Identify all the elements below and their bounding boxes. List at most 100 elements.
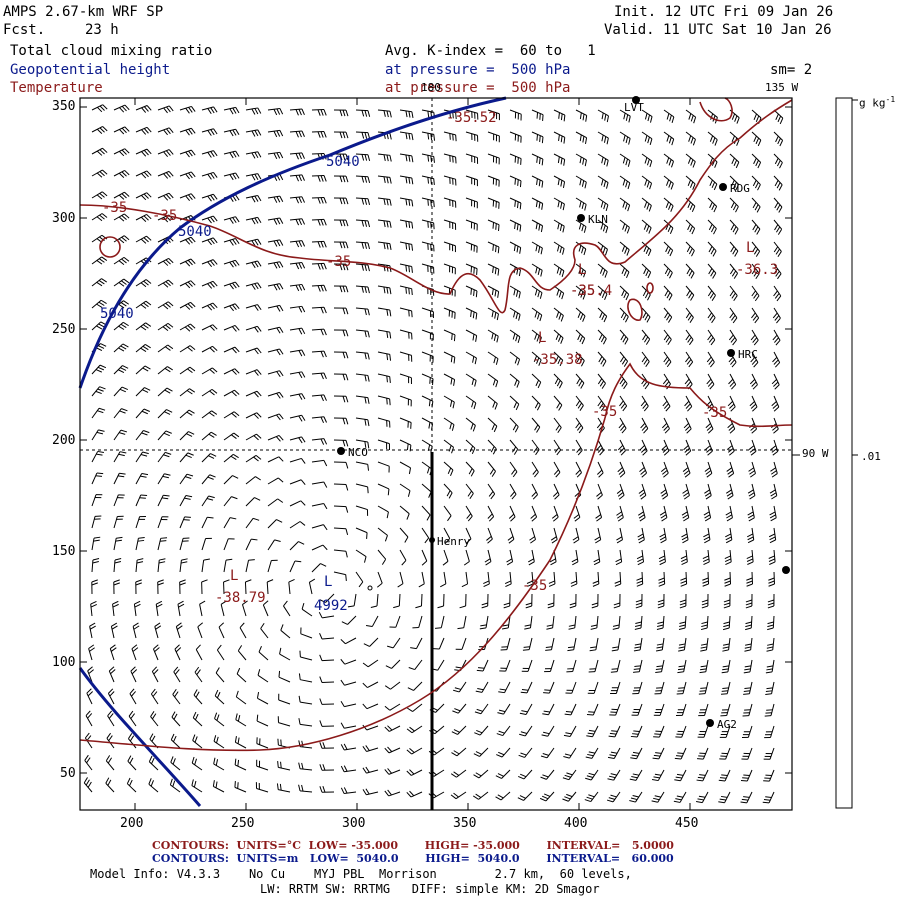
wind-barb-feather bbox=[701, 621, 708, 625]
wind-barb-feather bbox=[666, 113, 670, 120]
wind-barb-feather bbox=[475, 772, 482, 777]
wind-barb-feather bbox=[88, 644, 95, 649]
wind-barb-feather bbox=[514, 357, 518, 364]
wind-barb-feather bbox=[606, 115, 609, 123]
wind-barb-feather bbox=[776, 317, 781, 324]
wind-barb-feather bbox=[643, 405, 649, 412]
wind-barb-feather bbox=[683, 423, 689, 429]
wind-barb-feather bbox=[722, 687, 729, 689]
wind-barb-feather bbox=[598, 356, 603, 363]
wind-barb-feather bbox=[234, 389, 240, 395]
wind-barb-feather bbox=[453, 334, 456, 342]
wind-barb bbox=[179, 495, 187, 507]
wind-barb bbox=[500, 791, 511, 801]
wind-barb bbox=[353, 593, 357, 606]
temperature-label: -35 bbox=[326, 254, 352, 270]
wind-barb-feather bbox=[166, 409, 173, 413]
wind-barb bbox=[201, 410, 212, 419]
wind-barb-feather bbox=[149, 733, 154, 740]
wind-barb-feather bbox=[647, 249, 652, 257]
wind-barb-feather bbox=[493, 356, 496, 364]
wind-barb-feather bbox=[162, 260, 169, 266]
wind-barb-feather bbox=[323, 175, 327, 182]
wind-barb-feather bbox=[575, 400, 581, 407]
wind-barb bbox=[192, 740, 203, 749]
wind-barb-feather bbox=[642, 381, 648, 387]
wind-barb-feather bbox=[129, 688, 135, 694]
wind-barb bbox=[355, 549, 367, 557]
wind-barb-feather bbox=[165, 324, 171, 330]
wind-barb-feather bbox=[746, 558, 754, 562]
wind-barb-feather bbox=[475, 335, 478, 342]
wind-barb bbox=[707, 461, 713, 474]
wind-barb-feather bbox=[130, 713, 136, 719]
wind-barb-feather bbox=[194, 666, 200, 673]
wind-barb bbox=[531, 241, 543, 249]
wind-barb-feather bbox=[776, 182, 781, 189]
wind-barb-feather bbox=[87, 713, 93, 719]
wind-barb-feather bbox=[107, 779, 112, 786]
wind-barb-feather bbox=[558, 404, 563, 411]
wind-barb-feather bbox=[531, 491, 537, 497]
wind-barb-feather bbox=[706, 447, 712, 453]
wind-barb bbox=[135, 408, 145, 419]
wind-barb-feather bbox=[664, 381, 670, 387]
temperature-label: -35 bbox=[702, 405, 728, 421]
wind-barb-feather bbox=[579, 112, 582, 120]
wind-barb bbox=[91, 429, 99, 441]
station-label-henry: Henry bbox=[437, 535, 471, 548]
wind-barb-feather bbox=[664, 312, 669, 319]
wind-barb bbox=[135, 387, 145, 397]
wind-barb bbox=[179, 473, 188, 485]
wind-barb-feather bbox=[207, 130, 212, 136]
wind-barb bbox=[84, 737, 93, 749]
wind-barb-feather bbox=[533, 446, 538, 453]
wind-barb-feather bbox=[93, 539, 100, 542]
wind-barb-feather bbox=[112, 600, 119, 605]
wind-barb-feather bbox=[690, 137, 694, 144]
wind-barb-feather bbox=[98, 280, 105, 285]
wind-barb-feather bbox=[748, 467, 755, 472]
wind-barb-feather bbox=[678, 646, 685, 649]
wind-barb-feather bbox=[383, 176, 386, 183]
wind-barb-feather bbox=[151, 713, 157, 720]
wind-barb-feather bbox=[319, 676, 323, 683]
wind-barb-feather bbox=[471, 378, 475, 386]
wind-barb-feather bbox=[452, 401, 455, 409]
temperature-label: -35 bbox=[102, 200, 128, 216]
wind-barb bbox=[366, 791, 379, 796]
wind-barb-feather bbox=[599, 311, 603, 319]
wind-barb-feather bbox=[765, 671, 773, 674]
wind-barb-feather bbox=[600, 223, 604, 230]
wind-barb bbox=[663, 175, 674, 184]
wind-barb-feather bbox=[766, 665, 774, 668]
wind-barb-feather bbox=[648, 227, 652, 234]
wind-barb-feather bbox=[749, 378, 756, 385]
wind-barb-feather bbox=[749, 401, 755, 407]
wind-barb bbox=[391, 659, 401, 669]
wind-barb bbox=[201, 495, 210, 507]
wind-barb-feather bbox=[278, 670, 281, 678]
temperature-contour-south bbox=[79, 417, 606, 752]
wind-barb-feather bbox=[121, 236, 127, 242]
wind-barb-feather bbox=[101, 256, 108, 261]
wind-barb bbox=[531, 461, 539, 473]
wind-barb-feather bbox=[389, 376, 391, 383]
wind-barb-feather bbox=[187, 238, 193, 244]
wind-barb bbox=[135, 365, 146, 375]
wind-barb-feather bbox=[710, 113, 714, 120]
wind-barb-feather bbox=[729, 403, 735, 409]
wind-barb bbox=[412, 703, 423, 712]
wind-barb bbox=[91, 516, 96, 529]
wind-barb-feather bbox=[193, 780, 197, 788]
wind-barb-feather bbox=[772, 312, 778, 319]
wind-barb-feather bbox=[536, 156, 538, 163]
wind-barb-feather bbox=[424, 537, 430, 544]
wind-barb bbox=[597, 483, 603, 496]
wind-barb-feather bbox=[146, 170, 152, 176]
wind-barb-feather bbox=[682, 467, 689, 472]
wind-barb bbox=[113, 494, 119, 507]
wind-barb-feather bbox=[683, 495, 690, 500]
wind-barb-feather bbox=[662, 447, 669, 453]
wind-barb-feather bbox=[584, 182, 587, 189]
